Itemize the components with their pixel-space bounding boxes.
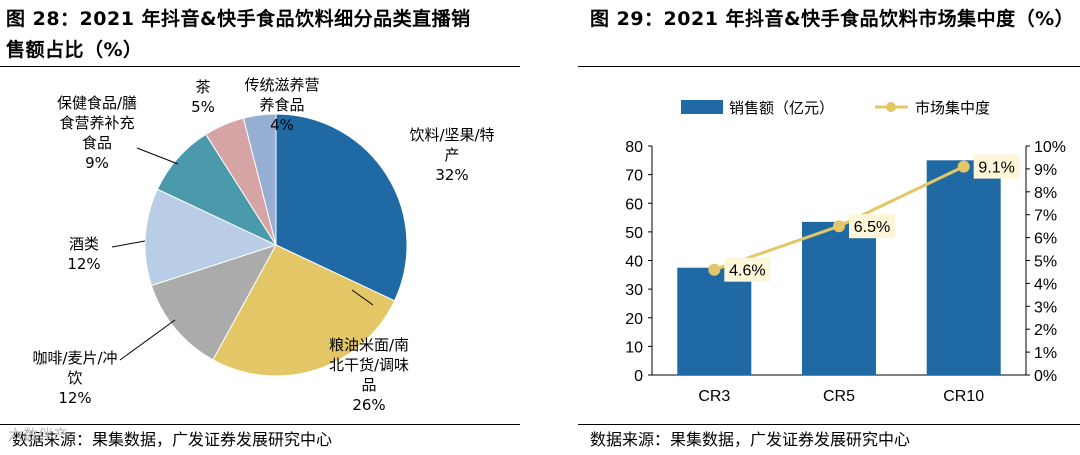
concentration-point-cr3 (708, 263, 721, 276)
pie-slice-7-value: 4% (270, 116, 294, 134)
pie-chart-title: 图 28：2021 年抖音&快手食品饮料细分品类直播销 售额占比（%） (6, 4, 471, 66)
concentration-label-box (724, 257, 771, 282)
right-tick-label: 2% (1034, 322, 1057, 339)
combo-chart-panel: 图 29：2021 年抖音&快手食品饮料市场集中度（%） 0 10 20 30 40 50… (578, 0, 1080, 455)
legend-bar-swatch (681, 100, 723, 114)
pie-slice-1-value: 32% (435, 166, 468, 184)
pie-slice-7 (242, 113, 277, 246)
pie-slice-3-name: 饮 (67, 369, 82, 387)
pie-slice-3-name: 咖啡/麦片/冲 (32, 349, 117, 367)
pie-slice-2-leader (351, 289, 374, 306)
legend-bar-label: 销售额（亿元） (729, 99, 834, 117)
bottom-rule (0, 424, 520, 425)
pie-slice-4-name: 酒类 (69, 235, 99, 253)
pie-slice-4-value: 12% (67, 255, 100, 273)
left-tick-label: 40 (625, 254, 643, 271)
pie-slice-4 (144, 188, 278, 287)
concentration-data-label: 9.1% (978, 160, 1014, 177)
pie-slice-5-name: 食营养补充 (59, 114, 134, 132)
left-tick-label: 20 (625, 311, 643, 328)
pie-slice-3 (150, 244, 278, 361)
left-tick-label: 30 (625, 282, 643, 299)
bar-cr10 (926, 160, 1001, 375)
pie-slice-7-name: 传统滋养营 (244, 76, 319, 94)
right-tick-label: 7% (1034, 208, 1057, 225)
pie-slice-5-name: 保健食品/膳 (57, 94, 137, 112)
concentration-label-box (973, 154, 1020, 179)
concentration-data-label: 6.5% (854, 219, 890, 236)
watermark: 六数伴产 (8, 426, 69, 444)
pie-title-line1: 图 28：2021 年抖音&快手食品饮料细分品类直播销 (6, 8, 471, 30)
left-tick-label: 0 (634, 368, 643, 385)
legend-line-label: 市场集中度 (915, 99, 990, 117)
pie-slice-5-value: 9% (85, 154, 109, 172)
pie-slice-3-value: 12% (58, 389, 91, 407)
right-tick-label: 6% (1034, 231, 1057, 248)
right-tick-label: 8% (1034, 185, 1057, 202)
concentration-point-cr10 (957, 160, 970, 173)
right-tick-label: 10% (1034, 139, 1066, 156)
concentration-label-box (849, 214, 895, 239)
combo-chart: 0 10 20 30 40 50 60 70 80 0% 1% 2% 3% 4% 5% 6% 7% 8% 9% 10%… (625, 99, 1066, 405)
right-tick-label: 9% (1034, 162, 1057, 179)
top-rule (0, 66, 520, 67)
bar-cr5 (802, 221, 876, 375)
combo-chart-title: 图 29：2021 年抖音&快手食品饮料市场集中度（%） (590, 8, 1075, 30)
pie-slice-1-name: 饮料/坚果/特 (409, 126, 494, 144)
legend-line-marker (886, 102, 896, 112)
top-rule (578, 66, 1080, 67)
pie-source-note: 数据来源：果集数据，广发证券发展研究中心 (12, 430, 333, 449)
right-tick-label: 4% (1034, 276, 1057, 293)
left-tick-label: 10 (625, 339, 643, 356)
pie-slice-5-name: 食品 (82, 134, 112, 152)
pie-slice-5-leader (136, 147, 179, 165)
x-tick-label: CR5 (823, 388, 855, 405)
left-tick-label: 80 (625, 139, 643, 156)
pie-slice-2-name: 北干货/调味 (329, 356, 409, 374)
right-tick-label: 3% (1034, 299, 1057, 316)
bottom-rule (578, 424, 1080, 425)
left-tick-label: 70 (625, 168, 643, 185)
pie-slice-1 (275, 113, 408, 302)
x-tick-label: CR10 (943, 388, 984, 405)
concentration-point-cr5 (833, 220, 845, 233)
pie-slice-7-name: 养食品 (259, 96, 304, 114)
pie-title-line2: 售额占比（%） (6, 39, 143, 61)
bar-cr3 (677, 267, 752, 375)
right-tick-label: 1% (1034, 345, 1057, 362)
x-tick-label: CR3 (698, 388, 730, 405)
pie-slice-4-leader (111, 240, 146, 248)
pie-slice-2-name: 粮油米面/南 (329, 336, 409, 354)
pie-slice-6-value: 5% (191, 98, 215, 116)
left-tick-label: 50 (625, 225, 643, 242)
pie-slice-1-name: 产 (444, 146, 459, 164)
combo-source-note: 数据来源：果集数据，广发证券发展研究中心 (590, 430, 911, 449)
pie-slice-3-leader (119, 319, 176, 361)
pie-slice-6-name: 茶 (195, 78, 210, 96)
left-tick-label: 60 (625, 196, 643, 213)
right-tick-label: 0% (1034, 368, 1057, 385)
pie-slice-2-value: 26% (352, 396, 385, 414)
concentration-data-label: 4.6% (729, 263, 765, 280)
pie-chart-panel: 图 28：2021 年抖音&快手食品饮料细分品类直播销 售额占比（%） 饮料/坚… (0, 0, 520, 455)
pie-slice-2-name: 品 (361, 376, 376, 394)
right-tick-label: 5% (1034, 254, 1057, 271)
